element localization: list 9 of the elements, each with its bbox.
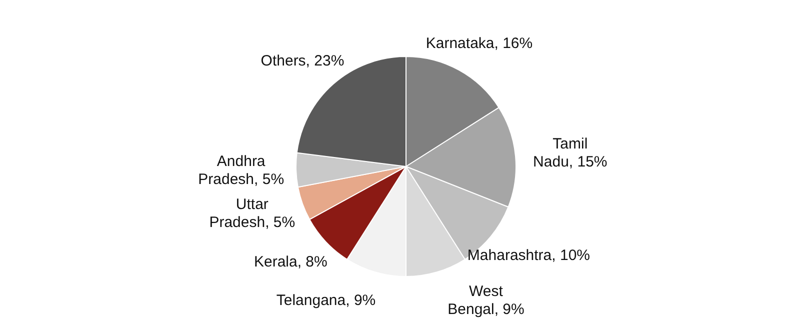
slice-label: Karnataka, 16% [426,34,533,52]
slice-label: Andhra Pradesh, 5% [198,153,284,188]
slice-label: Uttar Pradesh, 5% [209,196,296,232]
slice-label: Telangana, 9% [276,292,376,310]
slice-label: Maharashtra, 10% [467,246,590,264]
slice-label: West Bengal, 9% [448,283,524,318]
slice-label: Kerala, 8% [254,253,328,270]
slice-label: Tamil Nadu, 15% [533,135,608,170]
slice-label: Others, 23% [260,52,344,70]
